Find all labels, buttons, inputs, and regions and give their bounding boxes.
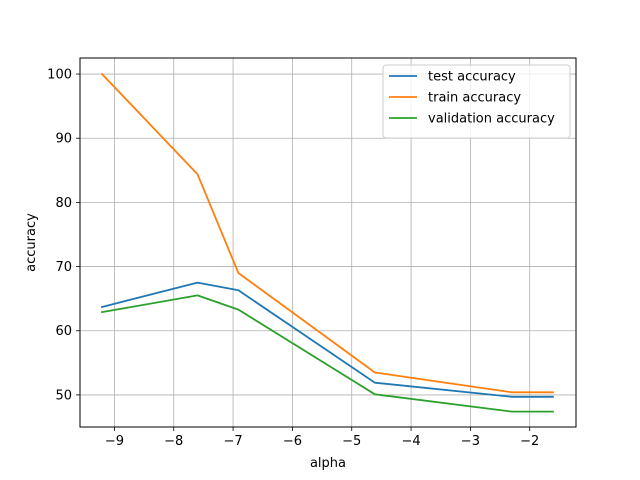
legend-label: test accuracy <box>428 70 516 85</box>
x-tick-label: −8 <box>164 434 183 449</box>
y-tick-label: 50 <box>55 388 72 403</box>
y-tick-label: 60 <box>55 324 72 339</box>
legend-label: train accuracy <box>428 91 521 106</box>
x-axis: −9 −8 −7 −6 −5 −4 −3 −2 <box>105 427 539 449</box>
y-axis-label: accuracy <box>24 213 39 272</box>
x-tick-label: −3 <box>461 434 480 449</box>
series-line-1 <box>100 281 554 398</box>
x-tick-label: −9 <box>105 434 124 449</box>
plot-frame <box>79 57 577 428</box>
legend-label: validation accuracy <box>428 112 555 127</box>
x-tick-label: −5 <box>342 434 361 449</box>
y-tick-label: 70 <box>55 260 72 275</box>
x-tick-label: −7 <box>223 434 242 449</box>
x-axis-label: alpha <box>310 456 346 471</box>
series-line-2 <box>100 72 554 394</box>
legend: test accuracy train accuracy validation ac… <box>382 64 571 139</box>
series-layer <box>100 72 554 413</box>
x-tick-label: −6 <box>283 434 302 449</box>
series-line-3 <box>100 294 554 413</box>
y-tick-label: 80 <box>55 196 72 211</box>
y-axis: 50 60 70 80 90 100 <box>47 68 80 403</box>
y-tick-label: 90 <box>55 132 72 147</box>
x-tick-label: −4 <box>401 434 420 449</box>
x-tick-label: −2 <box>520 434 539 449</box>
legend-box <box>382 64 571 139</box>
y-tick-label: 100 <box>47 68 72 83</box>
